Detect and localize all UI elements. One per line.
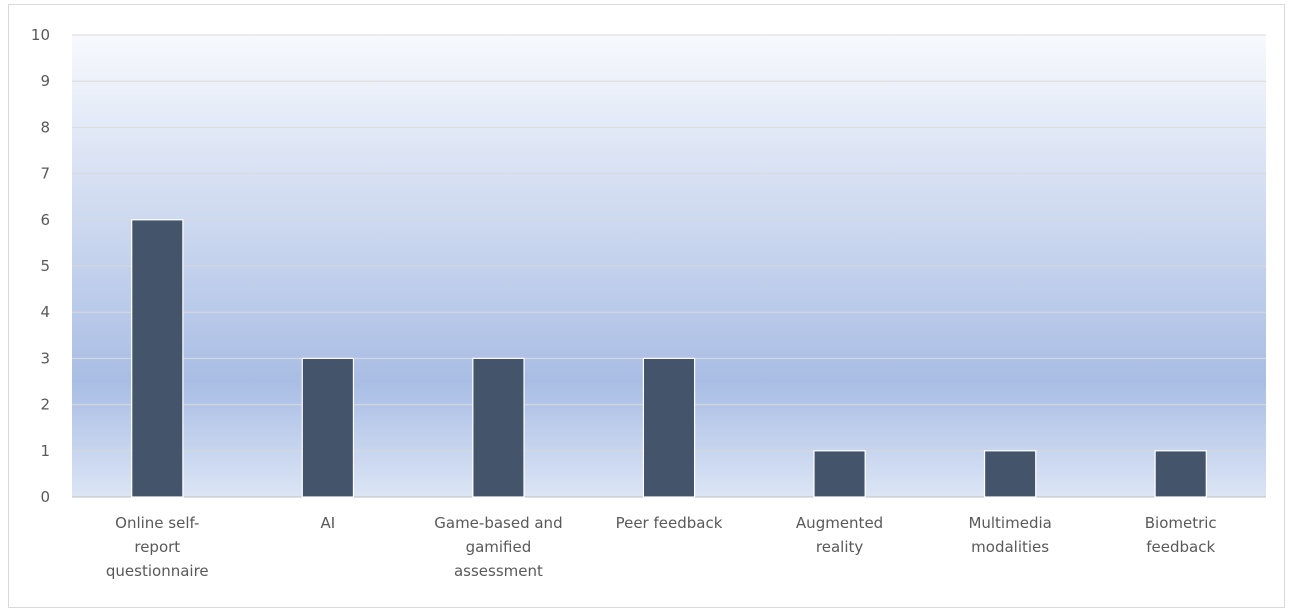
y-tick-label: 9 xyxy=(40,72,50,90)
x-category-label-line: Online self- xyxy=(115,514,199,532)
x-category-label: Online self-report questionnaire xyxy=(106,514,209,580)
x-category-label: AI xyxy=(321,514,336,532)
x-category-label: Multimedia modalities xyxy=(968,514,1051,556)
x-category-label-line: AI xyxy=(321,514,336,532)
bar-chart: 0 1 2 3 4 5 6 7 8 9 10 Online self-report questionn… xyxy=(31,26,1266,580)
bar xyxy=(983,450,1037,498)
y-tick-label: 1 xyxy=(40,442,50,460)
x-category-label-line: Multimedia xyxy=(968,514,1051,532)
x-category-label-line: feedback xyxy=(1146,538,1215,556)
y-tick-label: 8 xyxy=(40,118,50,136)
x-category-label-line: Game-based and xyxy=(434,514,562,532)
bar xyxy=(301,357,355,498)
bars xyxy=(131,219,1207,498)
chart-frame: 0 1 2 3 4 5 6 7 8 9 10 Online self-report questionn… xyxy=(8,4,1285,608)
y-axis-ticks: 0 1 2 3 4 5 6 7 8 9 10 xyxy=(31,26,50,506)
x-category-label-line: Biometric xyxy=(1145,514,1217,532)
bar xyxy=(642,357,696,498)
bar xyxy=(1154,450,1207,498)
x-category-label-line: gamified xyxy=(466,538,532,556)
y-tick-label: 0 xyxy=(40,488,50,506)
x-category-label-line: Peer feedback xyxy=(616,514,723,532)
x-category-label-line: modalities xyxy=(971,538,1049,556)
x-category-label-line: report xyxy=(134,538,180,556)
x-category-label: Augmented reality xyxy=(796,514,883,556)
x-category-label: Peer feedback xyxy=(616,514,723,532)
x-category-label-line: questionnaire xyxy=(106,562,209,580)
x-axis-labels: Online self-report questionnaire AI Game-ba… xyxy=(106,514,1217,580)
bar xyxy=(131,219,184,498)
y-tick-label: 6 xyxy=(40,211,50,229)
y-tick-label: 10 xyxy=(31,26,50,44)
y-tick-label: 5 xyxy=(40,257,50,275)
x-category-label: Biometric feedback xyxy=(1145,514,1217,556)
x-category-label-line: assessment xyxy=(454,562,543,580)
y-tick-label: 7 xyxy=(40,165,50,183)
x-category-label: Game-based and gamified assessment xyxy=(434,514,562,580)
x-category-label-line: Augmented xyxy=(796,514,883,532)
y-tick-label: 3 xyxy=(40,349,50,367)
bar xyxy=(813,450,866,498)
x-category-label-line: reality xyxy=(816,538,863,556)
bar xyxy=(472,357,525,498)
y-tick-label: 4 xyxy=(40,303,50,321)
y-tick-label: 2 xyxy=(40,396,50,414)
